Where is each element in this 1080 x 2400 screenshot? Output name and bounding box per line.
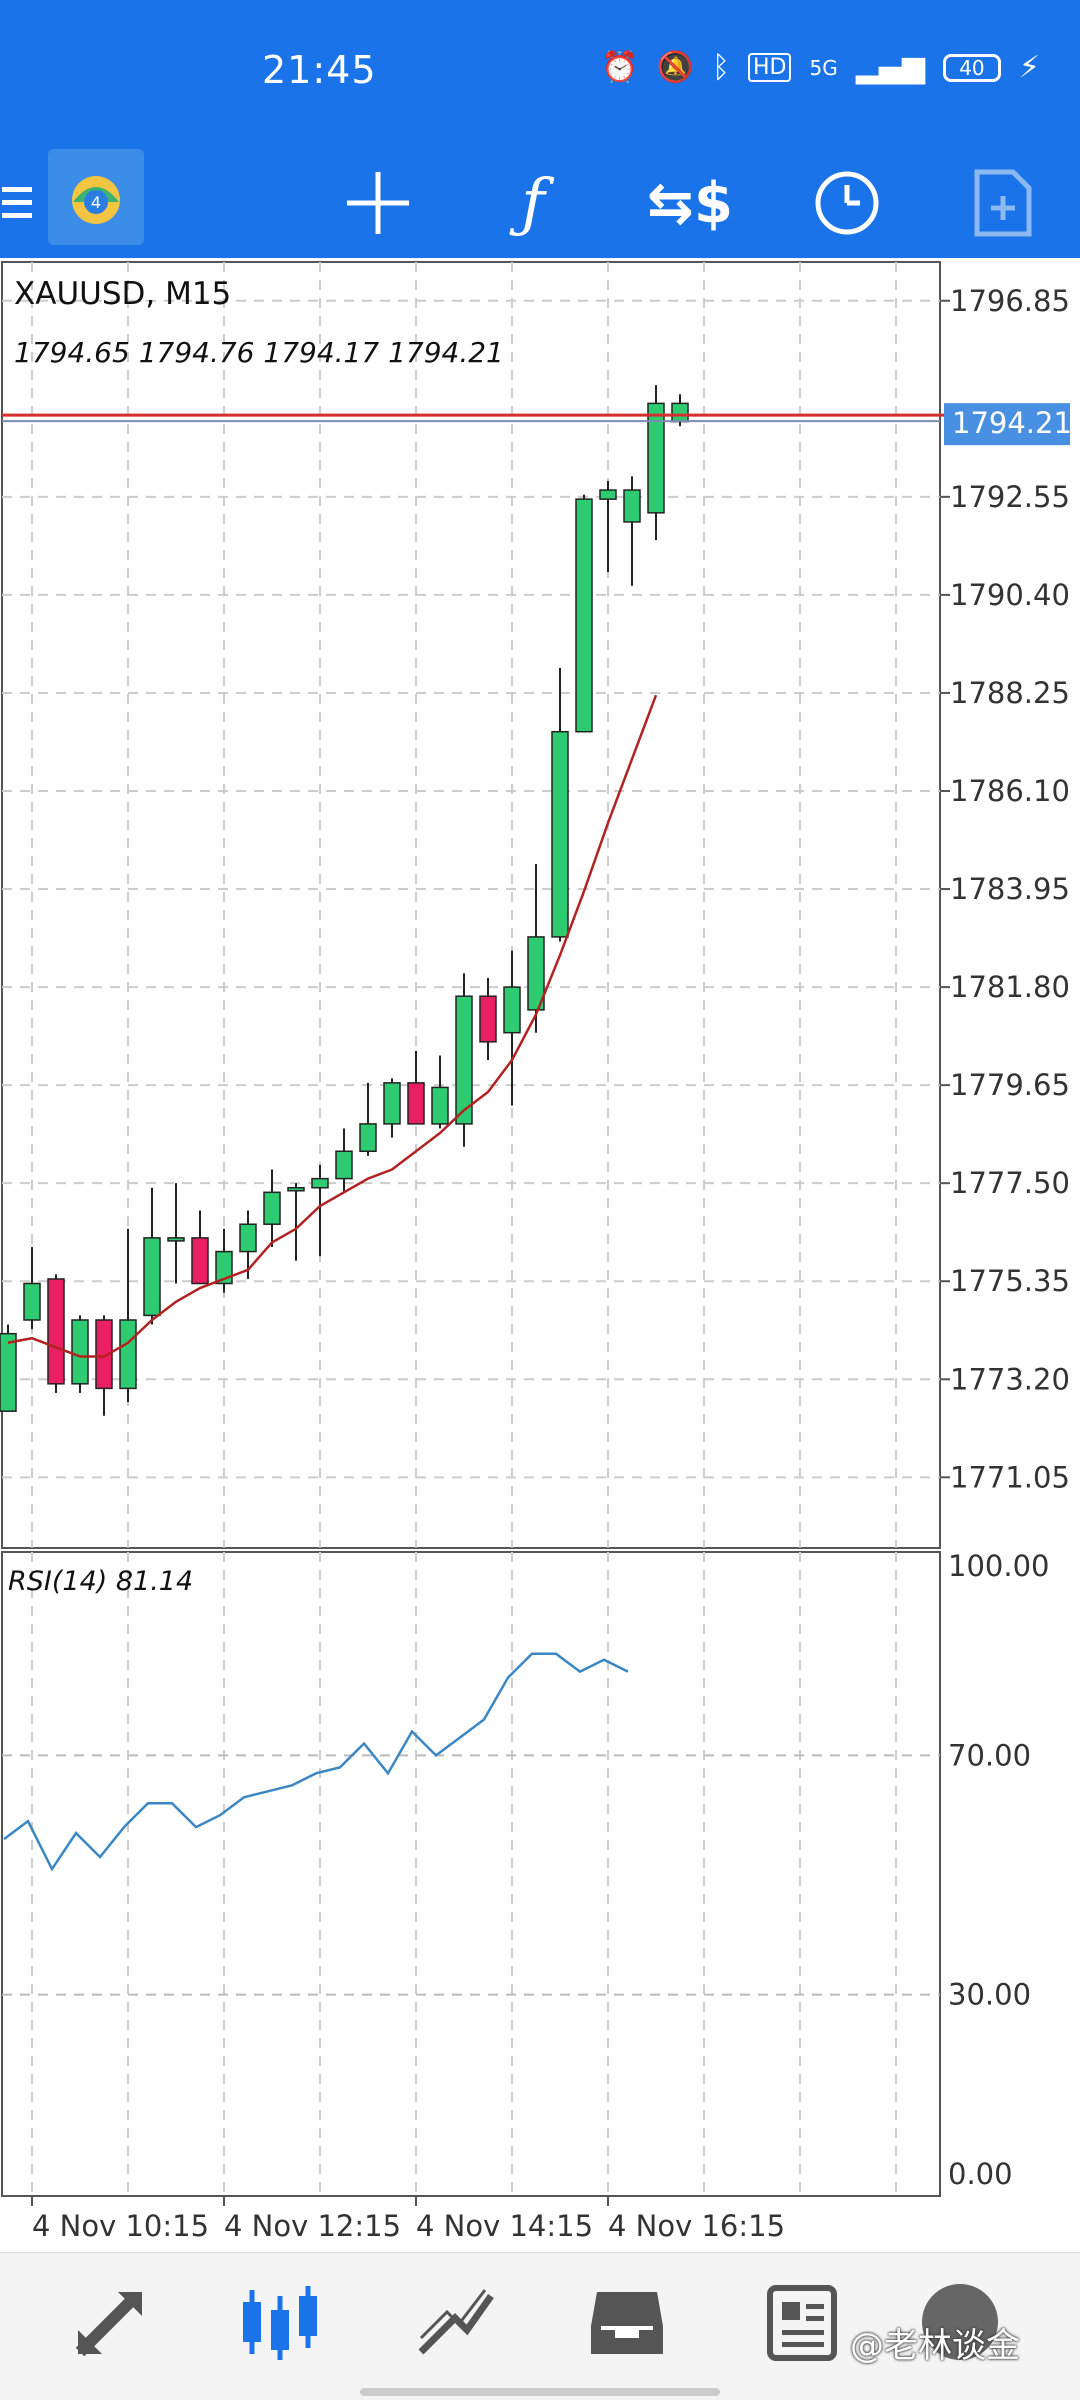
symbol-label: XAUUSD, M15: [14, 276, 232, 312]
clock-icon[interactable]: [802, 158, 892, 248]
candle-body: [407, 1082, 425, 1125]
candle-body: [383, 1082, 401, 1125]
chart-icon[interactable]: [235, 2277, 325, 2367]
candle-body: [359, 1123, 377, 1153]
rsi-tick-label: 100.00: [948, 1549, 1049, 1583]
time-tick-label: 4 Nov 16:15: [608, 2209, 785, 2243]
menu-icon[interactable]: [0, 158, 40, 248]
bottom-nav: [0, 2252, 1080, 2400]
price-tick-label: 1796.85: [950, 284, 1070, 318]
bluetooth-icon: ᛒ: [711, 50, 730, 85]
candle-body: [647, 402, 665, 514]
candle-body: [311, 1177, 329, 1189]
svg-text:4: 4: [91, 193, 101, 212]
price-tick-label: 1773.20: [950, 1362, 1070, 1396]
price-tick-label: 1783.95: [950, 872, 1070, 906]
status-icons: ⏰ 🔕 ᛒ HD 5G ▂▄▆ 40 ⚡: [601, 50, 1040, 85]
network-label: 5G: [809, 55, 838, 80]
candle-body: [119, 1319, 137, 1390]
candle-body: [287, 1186, 305, 1192]
trade-icon[interactable]: ⇆$: [647, 170, 733, 236]
candle-body: [191, 1237, 209, 1285]
hd-icon: HD: [747, 53, 792, 82]
price-tick-label: 1775.35: [950, 1264, 1070, 1298]
time-tick-label: 4 Nov 12:15: [224, 2209, 401, 2243]
candle-body: [95, 1319, 113, 1390]
crosshair-icon[interactable]: [333, 158, 423, 248]
candle-body: [335, 1150, 353, 1180]
home-indicator[interactable]: [360, 2388, 720, 2396]
candle-body: [527, 936, 545, 1011]
time-tick-label: 4 Nov 14:15: [416, 2209, 593, 2243]
candle-body: [671, 402, 689, 423]
price-tick-label: 1779.65: [950, 1068, 1070, 1102]
status-time: 21:45: [262, 48, 377, 92]
candle-body: [23, 1282, 41, 1321]
status-bar: 21:45 ⏰ 🔕 ᛒ HD 5G ▂▄▆ 40 ⚡: [0, 0, 1080, 136]
news-icon[interactable]: [755, 2277, 845, 2367]
candle-body: [551, 730, 569, 938]
candle-body: [239, 1223, 257, 1253]
candle-body: [167, 1237, 185, 1242]
candle-body: [47, 1278, 65, 1385]
price-tick-label: 1788.25: [950, 676, 1070, 710]
price-tick-label: 1786.10: [950, 774, 1070, 808]
history-icon[interactable]: [582, 2277, 672, 2367]
avatar[interactable]: [915, 2277, 1005, 2367]
function-icon[interactable]: ƒ: [521, 166, 545, 240]
price-tick-label: 1792.55: [950, 480, 1070, 514]
price-tick-label: 1790.40: [950, 578, 1070, 612]
new-document-icon[interactable]: [958, 158, 1048, 248]
battery-icon: 40: [942, 53, 1001, 82]
price-tick-label: 1777.50: [950, 1166, 1070, 1200]
candle-body: [71, 1319, 89, 1385]
ohlc-label: 1794.65 1794.76 1794.17 1794.21: [14, 336, 504, 369]
rsi-tick-label: 30.00: [948, 1978, 1031, 2012]
price-tick-label: 1771.05: [950, 1460, 1070, 1494]
price-panel: [1, 261, 941, 1549]
current-price-label: 1794.21: [952, 406, 1072, 440]
candle-body: [0, 1332, 17, 1412]
rsi-tick-label: 0.00: [948, 2157, 1013, 2191]
signal-icon: ▂▄▆: [855, 50, 925, 85]
metatrader-logo-icon[interactable]: 4: [48, 149, 144, 245]
candle-body: [503, 986, 521, 1034]
mute-icon: 🔕: [656, 50, 694, 85]
charging-icon: ⚡: [1018, 50, 1040, 85]
candle-body: [623, 489, 641, 523]
candle-body: [215, 1250, 233, 1285]
watermark: @老林谈金: [850, 2326, 1020, 2366]
toolbar: 4 ƒ ⇆$: [0, 136, 1080, 258]
rsi-panel: [1, 1551, 941, 2197]
candle-body: [575, 498, 593, 733]
candle-body: [143, 1237, 161, 1317]
candle-body: [431, 1086, 449, 1125]
candle-body: [263, 1191, 281, 1225]
trade-nav-icon[interactable]: [410, 2277, 500, 2367]
price-chart[interactable]: 1796.85 1792.55 1790.40 1788.25 1786.10 1783.…: [0, 0, 1080, 2252]
moving-average-line: [7, 694, 658, 1358]
candle-body: [599, 489, 617, 500]
price-tick-label: 1781.80: [950, 970, 1070, 1004]
rsi-tick-label: 70.00: [948, 1738, 1031, 1772]
rsi-line: [3, 1652, 629, 1872]
current-price-badge: [944, 403, 1070, 446]
time-tick-label: 4 Nov 10:15: [32, 2209, 209, 2243]
rsi-label: RSI(14) 81.14: [8, 1566, 194, 1597]
candle-body: [455, 995, 473, 1125]
candle-body: [479, 995, 497, 1043]
quotes-icon[interactable]: [65, 2277, 155, 2367]
alarm-icon: ⏰: [601, 50, 639, 85]
